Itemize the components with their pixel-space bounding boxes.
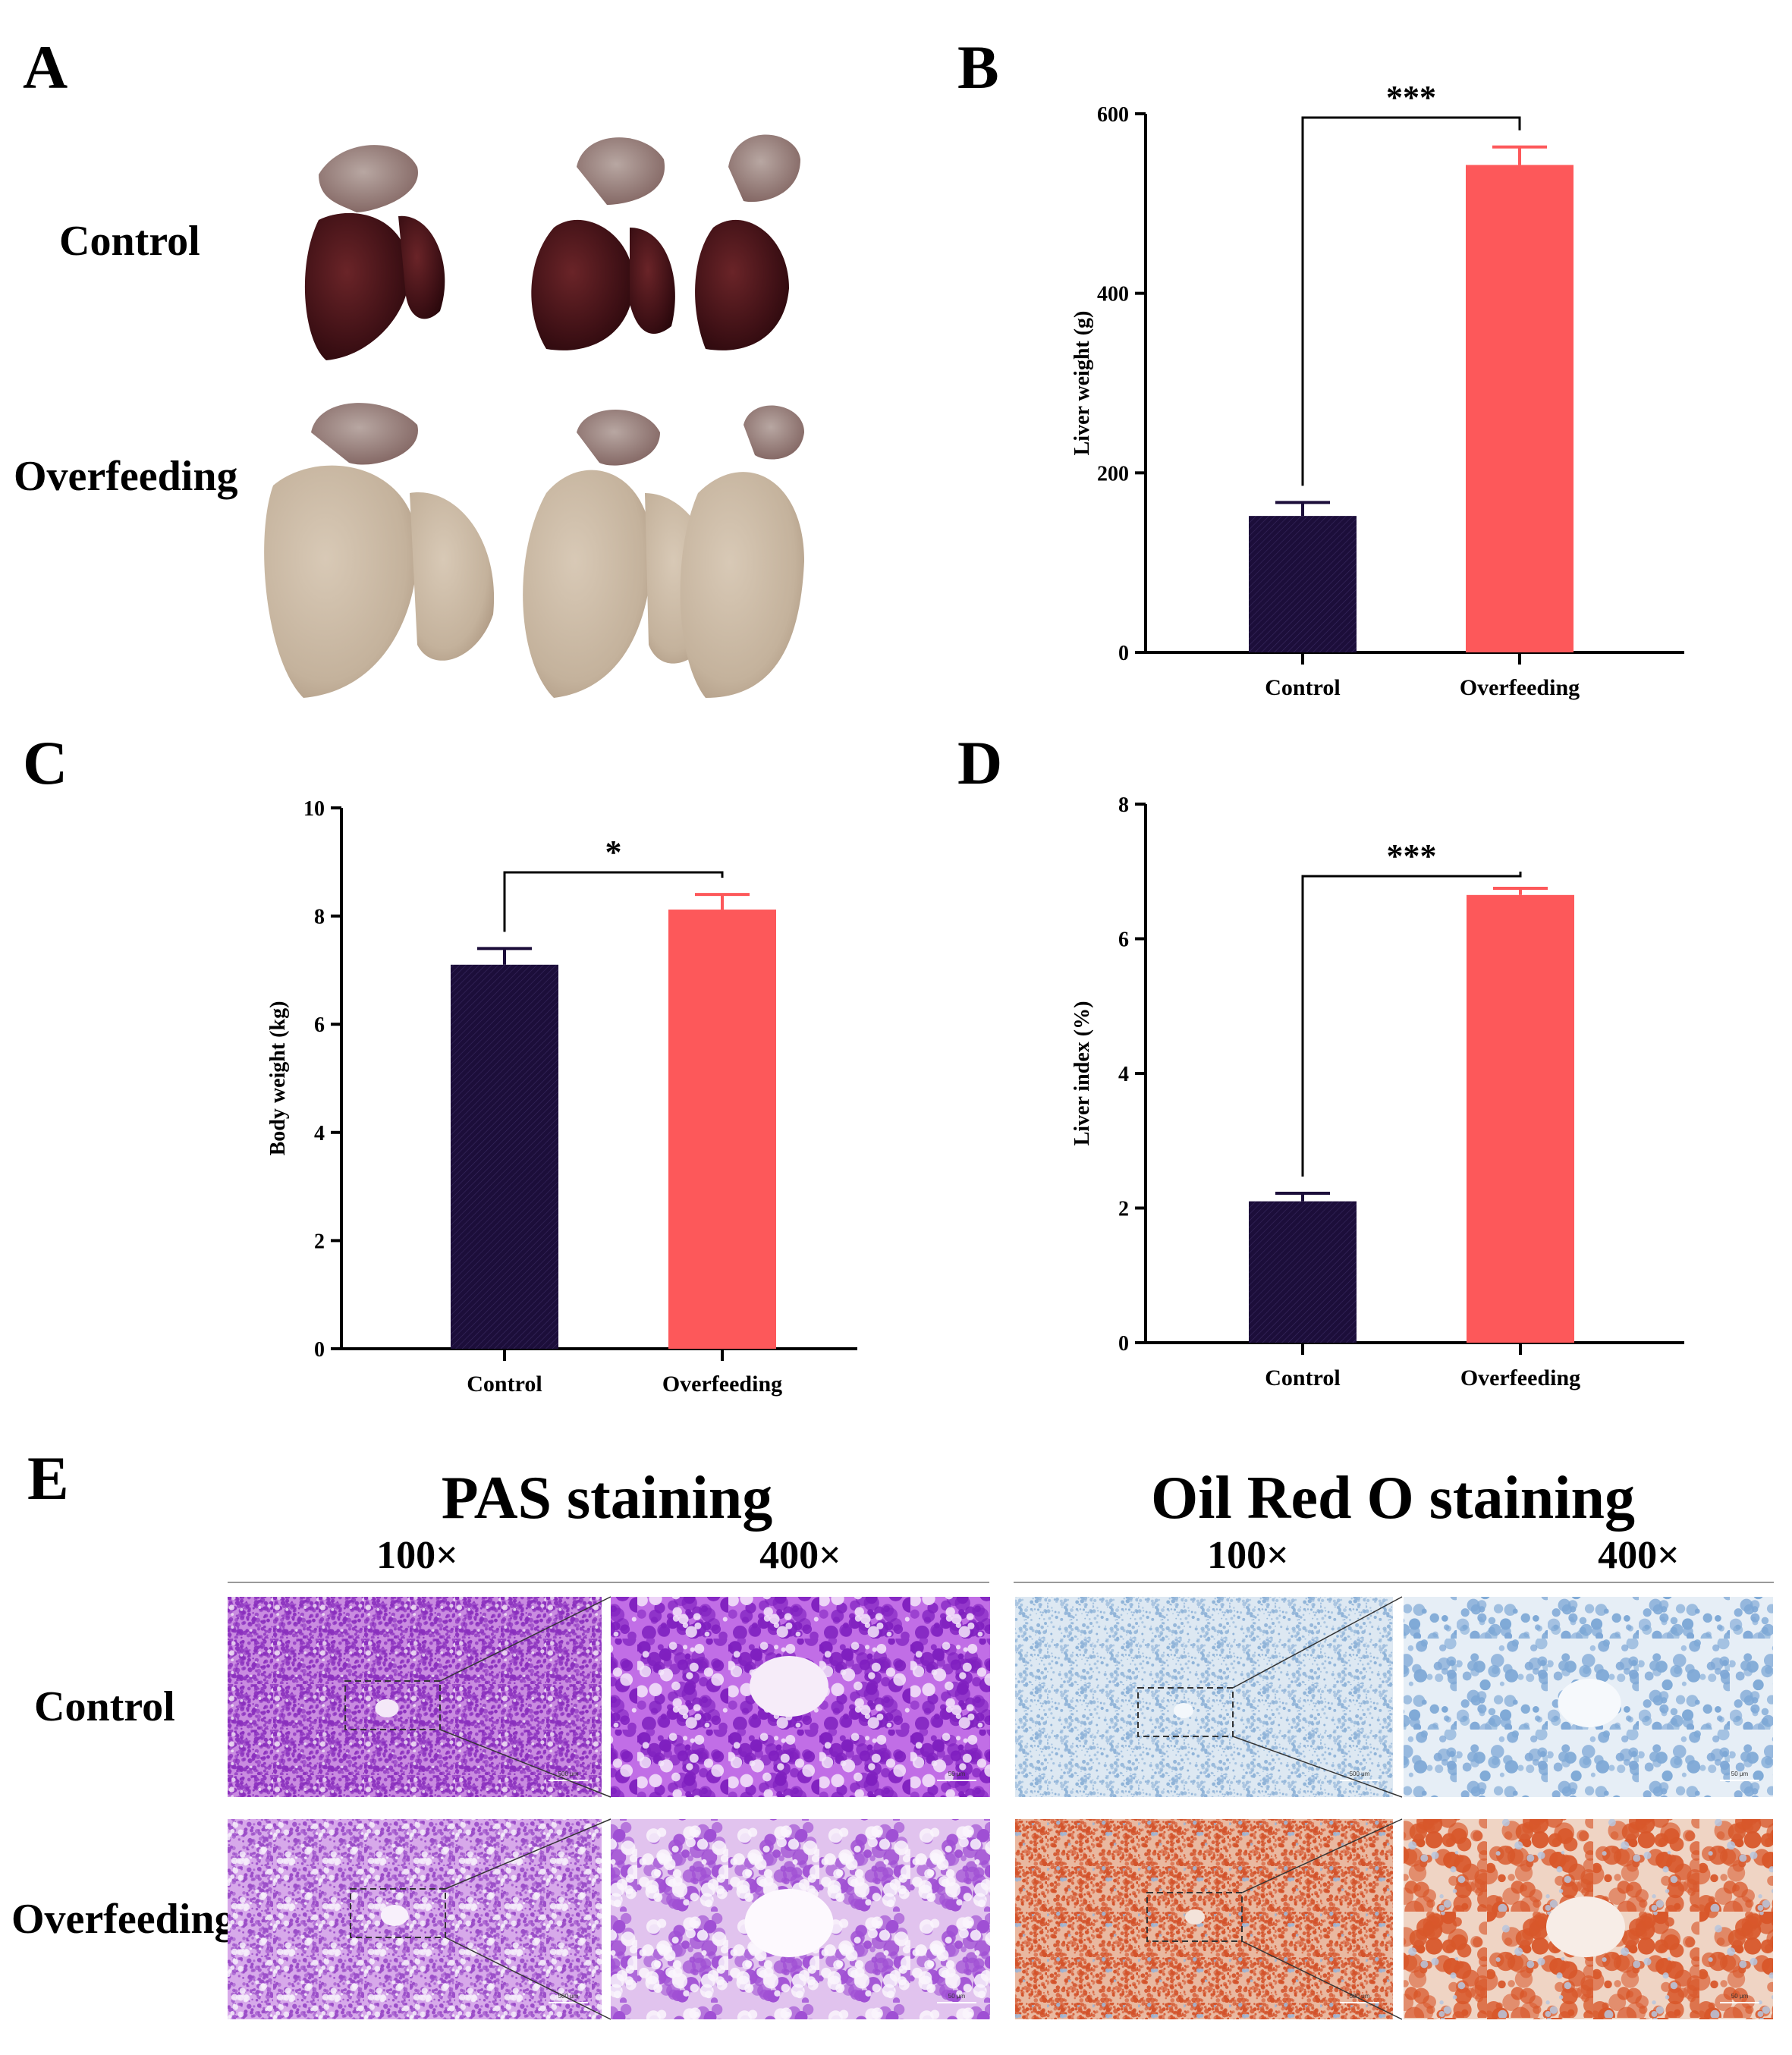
vessel-lumen [1185,1909,1205,1925]
micrograph-oil-control-100x: 500 μm [1015,1596,1403,1798]
micrograph-oil-overfed-100x: 500 μm [1015,1818,1403,2020]
vessel-lumen [1546,1896,1625,1957]
panel-letter-b: B [957,33,999,102]
x-category-label: Control [1265,675,1340,700]
y-tick-label: 4 [1118,1063,1129,1086]
y-tick-label: 200 [1097,462,1129,485]
zoom-guide-line [1241,1940,1403,2020]
significance-bracket [1301,871,1522,1177]
vessel-lumen [1558,1679,1621,1727]
y-tick-label: 8 [1118,793,1129,817]
panel-letter-e: E [27,1444,69,1513]
overfed-liver-3 [680,405,804,698]
panel-a-row-label-overfeeding: Overfeeding [14,453,238,500]
vessel-lumen [375,1699,399,1717]
micrograph-oil-overfed-400x: 50 μm [1404,1819,1773,2019]
x-category-label: Control [467,1372,542,1397]
scale-bar-label: 500 μm [1350,1993,1370,2000]
scale-bar-label: 500 μm [558,1771,579,1777]
control-liver-2 [531,137,675,350]
liver-index-bar-chart: 0 2 4 6 8 Liver index (%) Control Overfeeding **… [1070,793,1684,1390]
micrograph-pas-overfed-400x: 50 μm [611,1819,990,2019]
oil-mag-100x: 100× [1207,1534,1289,1577]
scale-bar-label: 50 μm [948,1771,966,1777]
zoom-guide-line [1232,1736,1403,1798]
pas-staining-title: PAS staining [441,1465,773,1532]
zoom-guide-line [445,1937,611,2020]
panel-letter-d: D [957,728,1003,797]
oil-header-rule [1014,1582,1774,1583]
panel-e-row-label-overfeeding: Overfeeding [11,1896,236,1943]
liver-weight-bar-chart: 0 200 400 600 Liver weight (g) Control Overfee… [1070,79,1684,700]
pas-mag-400x: 400× [759,1534,841,1577]
zoom-region-box [1137,1687,1234,1737]
bar-control [1249,1201,1357,1343]
significance-bracket [1301,116,1521,486]
x-category-label: Overfeeding [662,1372,782,1397]
bar-overfeeding [1466,165,1574,652]
y-tick-label: 6 [1118,929,1129,952]
bar-overfeeding [668,910,776,1349]
vessel-lumen [1174,1703,1193,1718]
oil-red-o-staining-title: Oil Red O staining [1151,1465,1635,1532]
control-liver-1 [304,145,445,360]
significance-marker: *** [1386,79,1436,116]
y-tick-label: 400 [1097,283,1129,306]
y-tick-label: 10 [303,797,325,821]
oil-mag-400x: 400× [1598,1534,1680,1577]
zoom-guide-line [1232,1596,1403,1689]
bar-control [1249,516,1357,652]
liver-photographs [264,134,804,698]
scale-bar-label: 50 μm [948,1993,966,2000]
x-category-label: Overfeeding [1460,1365,1580,1390]
micrograph-pas-overfed-100x: 500 μm [228,1818,611,2020]
zoom-guide-line [445,1818,611,1890]
y-tick-label: 600 [1097,103,1129,127]
micrograph-pas-control-100x: 500 μm [228,1596,611,1798]
zoom-guide-line [439,1596,611,1682]
zoom-guide-line [1241,1818,1403,1893]
vessel-lumen [750,1656,828,1717]
y-axis-label: Liver weight (g) [1070,311,1094,456]
scale-bar-label: 500 μm [558,1993,579,2000]
micrograph-oil-control-400x: 50 μm [1404,1597,1773,1797]
panel-e-row-label-control: Control [34,1683,175,1730]
vessel-lumen [744,1889,834,1957]
overfed-liver-1 [264,403,495,698]
bar-control [451,964,558,1349]
y-tick-label: 6 [314,1013,325,1037]
control-liver-3 [695,134,800,350]
body-weight-bar-chart: 0 2 4 6 8 10 Body weight (kg) Control Overfeedin… [266,797,857,1397]
scale-bar-label: 50 μm [1731,1993,1749,2000]
pas-header-rule [228,1582,989,1583]
x-category-label: Overfeeding [1460,675,1580,700]
significance-bracket [503,871,724,932]
y-tick-label: 4 [314,1122,325,1145]
zoom-region-box [344,1680,441,1730]
scale-bar-label: 50 μm [1731,1771,1749,1777]
bar-overfeeding [1467,894,1574,1343]
zoom-region-box [350,1888,446,1938]
scale-bar-label: 500 μm [1350,1771,1370,1777]
zoom-guide-line [439,1729,611,1798]
y-tick-label: 0 [314,1338,325,1362]
y-axis-label: Body weight (kg) [266,1001,290,1156]
significance-marker: *** [1387,837,1437,875]
panel-a-row-label-control: Control [59,218,200,265]
pas-mag-100x: 100× [376,1534,458,1577]
y-tick-label: 2 [1118,1198,1129,1221]
micrograph-pas-control-400x: 50 μm [611,1597,990,1797]
y-tick-label: 0 [1118,642,1129,665]
zoom-region-box [1146,1892,1243,1942]
significance-marker: * [605,834,622,871]
vessel-lumen [380,1905,409,1926]
y-tick-label: 8 [314,906,325,929]
panel-letter-c: C [23,728,68,797]
y-axis-label: Liver index (%) [1070,1001,1094,1146]
panel-letter-a: A [23,33,68,102]
x-category-label: Control [1265,1365,1340,1390]
y-tick-label: 2 [314,1230,325,1253]
y-tick-label: 0 [1118,1332,1129,1356]
